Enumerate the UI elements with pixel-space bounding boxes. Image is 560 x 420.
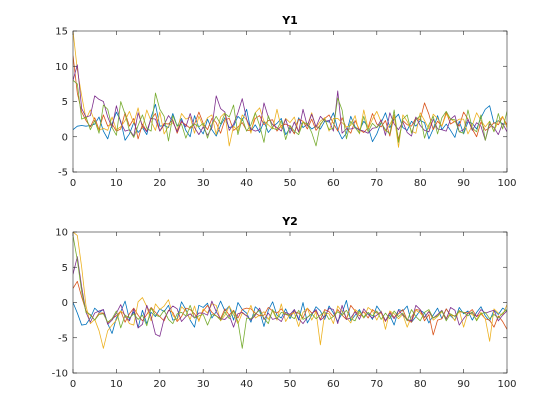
y1-title: Y1 [281,14,298,27]
y1-x-tick-label: 20 [153,178,166,189]
y2-y-tick-label: -10 [52,369,68,380]
y1-x-tick-label: 50 [284,178,297,189]
y1-series-5-line [73,80,507,147]
y1-x-tick-label: 60 [327,178,340,189]
y1-series-group [73,31,507,148]
y2-x-tick-label: 70 [370,379,383,390]
y1-series-1-line [73,103,507,143]
y2-y-tick-label: -5 [58,333,68,344]
y2-x-tick-label: 60 [327,379,340,390]
y2-series-1-line [73,299,507,334]
y1-x-tick-label: 10 [110,178,123,189]
y2-series-4-line [73,256,507,337]
y2-series-group [73,232,507,349]
y2-x-tick-label: 50 [284,379,297,390]
y1-y-tick-label: 10 [55,62,68,73]
y2-x-tick-label: 80 [414,379,427,390]
y1-x-tick-label: 30 [197,178,210,189]
y1-series-3-line [73,31,507,148]
y1-y-tick-label: 0 [62,132,68,143]
y1-y-tick-label: 15 [55,27,68,38]
y1-y-tick-label: 5 [62,97,68,108]
y2-title: Y2 [281,215,298,228]
y2-x-tick-label: 100 [497,379,516,390]
y1-x-tick-label: 80 [414,178,427,189]
y1-x-tick-label: 0 [70,178,76,189]
y1-x-tick-label: 90 [457,178,470,189]
axes-y2: 0 10 20 30 40 50 60 70 80 90 100 -10 -5 0 5 10 Y2 [52,215,517,390]
y1-plot-area [73,31,507,172]
y2-x-tick-label: 90 [457,379,470,390]
y2-series-3-line [73,232,507,349]
y2-y-tick-label: 10 [55,228,68,239]
y1-x-tick-label: 70 [370,178,383,189]
y2-series-5-line [73,235,507,349]
y2-x-tick-label: 20 [153,379,166,390]
y2-x-tick-label: 0 [70,379,76,390]
y2-x-tick-label: 40 [240,379,253,390]
y1-x-tick-label: 100 [497,178,516,189]
y2-y-tick-label: 5 [62,263,68,274]
y1-y-tick-label: -5 [58,168,68,179]
y2-x-tick-label: 10 [110,379,123,390]
y2-x-tick-label: 30 [197,379,210,390]
y1-x-tick-label: 40 [240,178,253,189]
y2-y-tick-label: 0 [62,298,68,309]
y2-plot-area [73,232,507,373]
